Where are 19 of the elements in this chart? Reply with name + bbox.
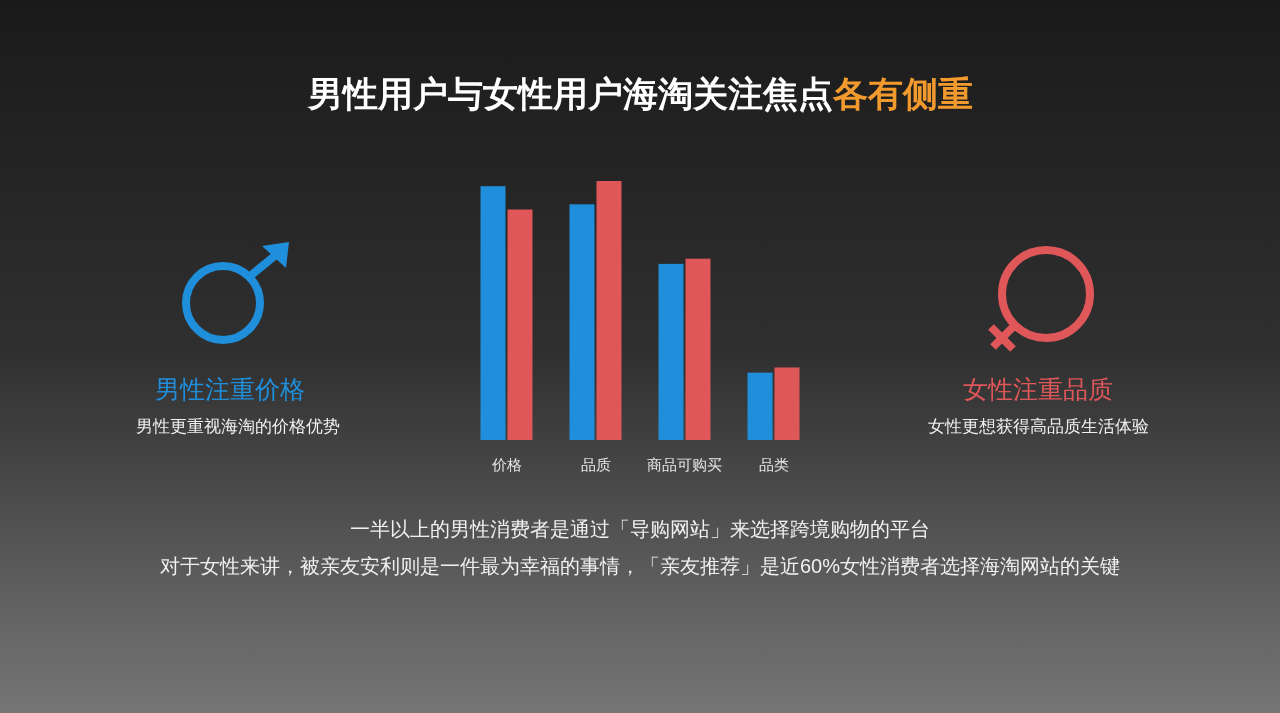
bar (596, 181, 622, 440)
bar (774, 367, 800, 440)
text: 男性注重价格 (155, 375, 305, 403)
text: 对于女性来讲，被亲友安利则是一件最为幸福的事情，「亲友推荐」是近60%女性消费者选择海淘网站的关键 (159, 555, 1121, 577)
x-tick-label: 品质 (580, 456, 611, 473)
text: 女性注重品质 (963, 375, 1113, 403)
x-tick-label: 商品可购买 (647, 456, 722, 473)
x-tick-label: 价格 (490, 456, 522, 473)
bar (747, 372, 773, 440)
bar (658, 263, 684, 440)
text: 女性更想获得高品质生活体验 (927, 417, 1149, 436)
bar (685, 258, 711, 440)
chart-title: 男性用户与女性用户海淘关注焦点各有侧重 (306, 74, 973, 113)
bar (507, 209, 533, 440)
bar (569, 204, 595, 440)
bar (480, 186, 506, 440)
text: 男性更重视海淘的价格优势 (136, 417, 340, 436)
text: 一半以上的男性消费者是通过「导购网站」来选择跨境购物的平台 (350, 518, 930, 540)
x-tick-label: 品类 (758, 456, 789, 473)
